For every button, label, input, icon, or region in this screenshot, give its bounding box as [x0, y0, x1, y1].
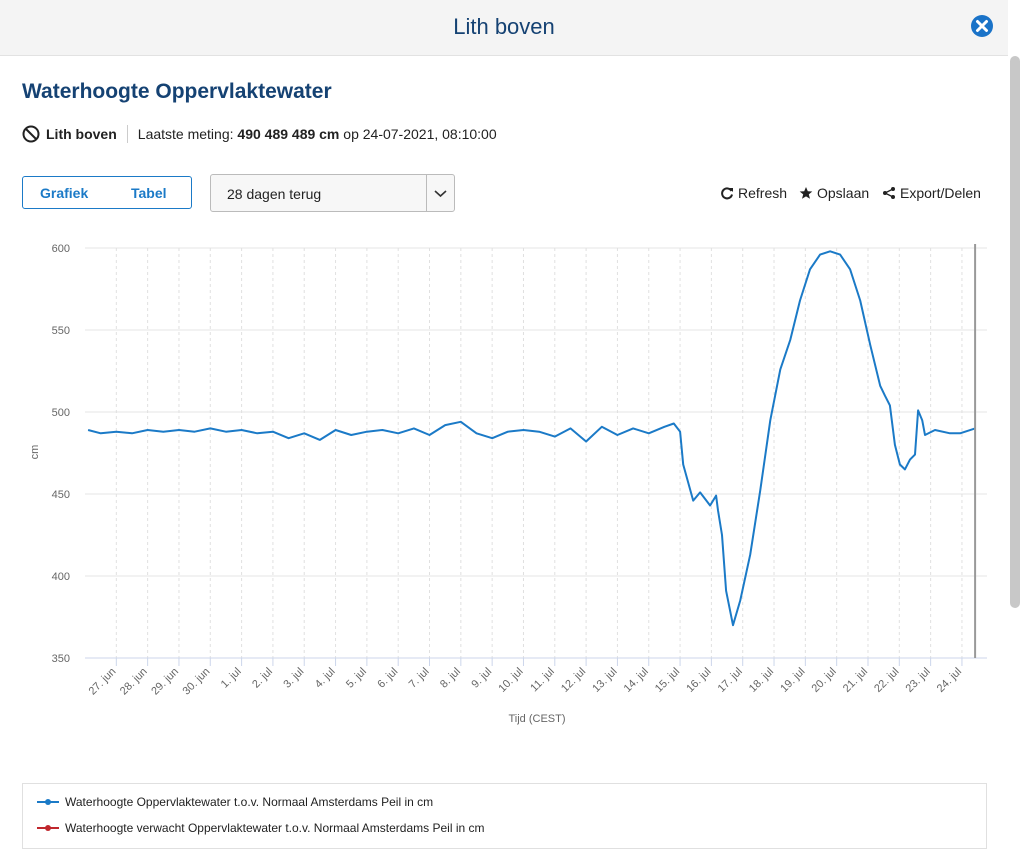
last-time: op 24-07-2021, 08:10:00: [343, 126, 497, 142]
x-tick-label: 27. jun: [87, 666, 119, 698]
info-line: Lith boven Laatste meting: 490 489 489 c…: [22, 125, 497, 143]
save-button[interactable]: Opslaan: [799, 185, 869, 201]
x-tick-label: 24. jul: [935, 666, 964, 695]
x-tick-label: 4. jul: [313, 666, 338, 691]
x-tick-label: 10. jul: [496, 666, 525, 695]
x-tick-label: 18. jul: [747, 666, 776, 695]
last-label: Laatste meting:: [137, 126, 234, 142]
share-icon: [883, 187, 895, 199]
header-title: Lith boven: [453, 14, 555, 39]
action-label: Refresh: [738, 185, 788, 201]
x-tick-label: 19. jul: [778, 666, 807, 695]
station-name: Lith boven: [46, 126, 117, 142]
legend-swatch: [37, 825, 59, 831]
x-tick-label: 30. jun: [181, 666, 213, 698]
x-tick-label: 21. jul: [841, 666, 870, 695]
x-tick-label: 1. jul: [219, 666, 244, 691]
section-title: Waterhoogte Oppervlaktewater: [22, 80, 332, 103]
x-tick-label: 14. jul: [622, 666, 651, 695]
x-tick-label: 23. jul: [904, 666, 933, 695]
dropdown-button[interactable]: [426, 175, 454, 211]
x-tick-label: 5. jul: [344, 666, 369, 691]
x-tick-label: 11. jul: [528, 666, 557, 695]
x-tick-label: 8. jul: [438, 666, 463, 691]
x-tick-label: 13. jul: [590, 666, 619, 695]
legend-item[interactable]: Waterhoogte Oppervlaktewater t.o.v. Norm…: [37, 795, 433, 809]
chart: cm Tijd (CEST) 350 400 450 500 550 600 27. jun…: [29, 243, 987, 725]
action-label: Opslaan: [817, 185, 870, 201]
header: Lith boven: [0, 0, 1008, 56]
x-tick-label: 16. jul: [684, 666, 713, 695]
x-tick-label: 12. jul: [559, 666, 588, 695]
x-tick-label: 20. jul: [810, 666, 839, 695]
x-tick-label: 29. jun: [149, 666, 181, 698]
y-tick-label: 500: [52, 407, 70, 419]
y-tick-label: 550: [52, 325, 70, 337]
legend: Waterhoogte Oppervlaktewater t.o.v. Norm…: [22, 783, 987, 849]
x-axis-label: Tijd (CEST): [508, 713, 565, 725]
legend-item[interactable]: Waterhoogte verwacht Oppervlaktewater t.…: [37, 821, 485, 835]
scrollbar[interactable]: [1010, 56, 1020, 608]
x-tick-label: 9. jul: [469, 666, 494, 691]
last-value: 490 489 489 cm: [237, 126, 340, 142]
period-dropdown[interactable]: 28 dagen terug: [210, 174, 455, 212]
y-tick-label: 450: [52, 489, 70, 501]
x-tick-label: 3. jul: [281, 666, 306, 691]
refresh-button[interactable]: Refresh: [720, 185, 787, 201]
action-label: Export/Delen: [900, 185, 981, 201]
x-tick-label: 17. jul: [716, 666, 745, 695]
x-tick-label: 2. jul: [250, 666, 275, 691]
y-axis-label: cm: [29, 445, 41, 460]
y-tick-label: 350: [52, 653, 70, 665]
y-tick-label: 600: [52, 243, 70, 255]
separator: [126, 125, 128, 143]
x-tick-label: 28. jun: [118, 666, 150, 698]
tab[interactable]: Grafiek: [40, 185, 89, 201]
x-tick-label: 22. jul: [872, 666, 901, 695]
star-icon: [799, 187, 813, 199]
close-button[interactable]: [970, 14, 994, 38]
legend-swatch: [37, 799, 59, 805]
share-button[interactable]: Export/Delen: [882, 185, 981, 201]
legend-label: Waterhoogte verwacht Oppervlaktewater t.…: [65, 821, 485, 835]
station-icon: [22, 125, 40, 143]
chevron: [434, 190, 447, 198]
tab[interactable]: Tabel: [131, 185, 167, 201]
refresh-icon: [721, 187, 733, 200]
x-tick-label: 7. jul: [407, 666, 432, 691]
x-tick-label: 15. jul: [653, 666, 682, 695]
dropdown-text: 28 dagen terug: [227, 186, 322, 202]
y-tick-label: 400: [52, 571, 70, 583]
legend-label: Waterhoogte Oppervlaktewater t.o.v. Norm…: [65, 795, 434, 809]
view-tabs: Grafiek Tabel: [22, 176, 192, 209]
data-line: [87, 250, 976, 627]
x-tick-label: 6. jul: [375, 666, 400, 691]
